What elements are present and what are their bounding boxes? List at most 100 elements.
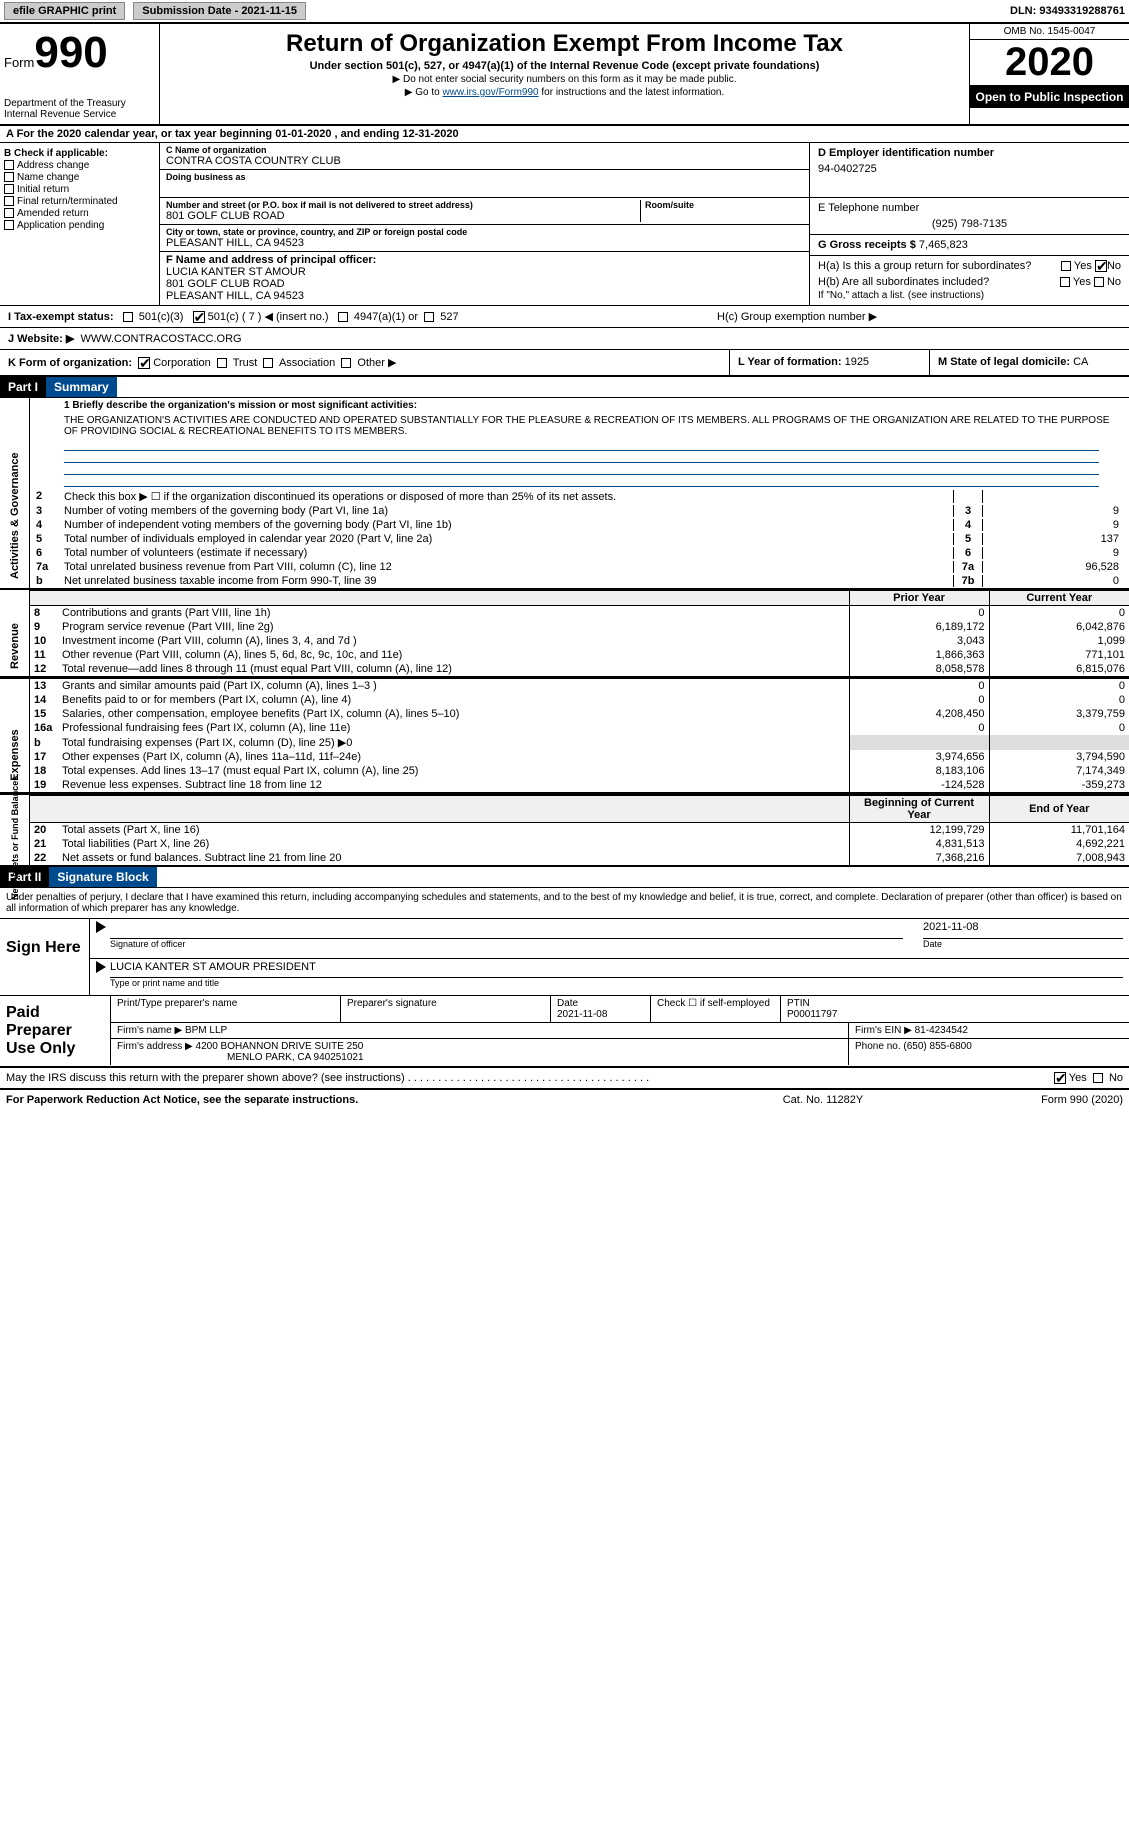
g-lbl: G Gross receipts $ bbox=[818, 239, 916, 251]
j-lbl: J Website: ▶ bbox=[8, 333, 74, 345]
ein: 81-4234542 bbox=[915, 1025, 968, 1036]
form-word: Form bbox=[4, 55, 34, 70]
fin-row: 10Investment income (Part VIII, column (… bbox=[30, 634, 1129, 648]
fin-row: 15Salaries, other compensation, employee… bbox=[30, 707, 1129, 721]
boyh: Beginning of Current Year bbox=[849, 796, 989, 823]
f-addr2: PLEASANT HILL, CA 94523 bbox=[166, 290, 803, 302]
gov-line: bNet unrelated business taxable income f… bbox=[30, 574, 1129, 588]
cyh: Current Year bbox=[989, 591, 1129, 606]
subdate-btn[interactable]: Submission Date - 2021-11-15 bbox=[133, 2, 306, 20]
section-netassets: Net Assets or Fund Balances Beginning of… bbox=[0, 794, 1129, 867]
row-i: I Tax-exempt status: 501(c)(3) 501(c) ( … bbox=[0, 306, 1129, 328]
b-opt-3: Final return/terminated bbox=[17, 196, 118, 207]
foot-r: Form 990 (2020) bbox=[923, 1094, 1123, 1106]
sign-here: Sign Here bbox=[0, 919, 90, 995]
c-name: CONTRA COSTA COUNTRY CLUB bbox=[166, 155, 803, 167]
omb: OMB No. 1545-0047 bbox=[970, 24, 1129, 40]
fin-row: 14Benefits paid to or for members (Part … bbox=[30, 693, 1129, 707]
b-opt-2: Initial return bbox=[17, 184, 69, 195]
sig-date-lbl: Date bbox=[923, 939, 1123, 949]
note-ssn: ▶ Do not enter social security numbers o… bbox=[164, 74, 965, 85]
c-addr-lbl: Number and street (or P.O. box if mail i… bbox=[166, 200, 640, 210]
e-lbl: E Telephone number bbox=[818, 202, 1121, 214]
ph-lbl: Phone no. bbox=[855, 1041, 901, 1052]
b-opt-5: Application pending bbox=[17, 220, 104, 231]
tax-year: 2020 bbox=[970, 40, 1129, 86]
ha-lbl: H(a) Is this a group return for subordin… bbox=[818, 260, 1031, 272]
gov-line: 3Number of voting members of the governi… bbox=[30, 504, 1129, 518]
part2-hdr: Part II bbox=[0, 867, 49, 887]
eoyh: End of Year bbox=[989, 796, 1129, 823]
link-irs[interactable]: www.irs.gov/Form990 bbox=[442, 87, 538, 98]
l-val: 1925 bbox=[845, 356, 869, 368]
hb-lbl: H(b) Are all subordinates included? bbox=[818, 276, 989, 288]
gov-line: 6Total number of volunteers (estimate if… bbox=[30, 546, 1129, 560]
ph: (650) 855-6800 bbox=[903, 1041, 971, 1052]
title: Return of Organization Exempt From Incom… bbox=[164, 30, 965, 58]
hc-lbl: H(c) Group exemption number ▶ bbox=[709, 306, 1129, 327]
discuss-no: No bbox=[1109, 1072, 1123, 1084]
sidelbl-gov: Activities & Governance bbox=[9, 489, 21, 579]
form-number: 990 bbox=[34, 28, 107, 77]
hb-note: If "No," attach a list. (see instruction… bbox=[818, 290, 1121, 301]
sig-lbl: Signature of officer bbox=[110, 939, 903, 949]
pyh: Prior Year bbox=[849, 591, 989, 606]
c-room-lbl: Room/suite bbox=[645, 200, 803, 210]
i-a1: 4947(a)(1) or bbox=[354, 311, 418, 323]
ein-lbl: Firm's EIN ▶ bbox=[855, 1025, 912, 1036]
f-addr1: 801 GOLF CLUB ROAD bbox=[166, 278, 803, 290]
gov-line: 4Number of independent voting members of… bbox=[30, 518, 1129, 532]
ptin-lbl: PTIN bbox=[787, 998, 810, 1009]
b-label: B Check if applicable: bbox=[4, 148, 155, 159]
fin-row: 9Program service revenue (Part VIII, lin… bbox=[30, 620, 1129, 634]
ha-yes: Yes bbox=[1074, 260, 1092, 272]
arrow-icon bbox=[96, 961, 106, 973]
f-lbl: F Name and address of principal officer: bbox=[166, 254, 376, 266]
m-val: CA bbox=[1073, 356, 1088, 368]
officer-name-lbl: Type or print name and title bbox=[110, 977, 1123, 988]
dept: Department of the Treasury Internal Reve… bbox=[4, 98, 155, 120]
fin-row: 21Total liabilities (Part X, line 26)4,8… bbox=[30, 837, 1129, 851]
i-c: 501(c) ( 7 ) ◀ (insert no.) bbox=[208, 311, 329, 323]
row-a: A For the 2020 calendar year, or tax yea… bbox=[0, 126, 1129, 143]
section-governance: Activities & Governance 1 Briefly descri… bbox=[0, 398, 1129, 590]
k-other: Other ▶ bbox=[357, 357, 396, 369]
hb-yes: Yes bbox=[1073, 276, 1091, 288]
section-revenue: Revenue Prior YearCurrent Year 8Contribu… bbox=[0, 590, 1129, 678]
k-trust: Trust bbox=[233, 357, 258, 369]
part2-title: Signature Block bbox=[49, 867, 156, 887]
faddr-lbl: Firm's address ▶ bbox=[117, 1041, 193, 1052]
efile-btn[interactable]: efile GRAPHIC print bbox=[4, 2, 125, 20]
j-val: WWW.CONTRACOSTACC.ORG bbox=[80, 333, 241, 345]
pself-lbl: Check ☐ if self-employed bbox=[657, 998, 770, 1009]
declaration: Under penalties of perjury, I declare th… bbox=[0, 888, 1129, 919]
form-header: Form990 Department of the Treasury Inter… bbox=[0, 22, 1129, 126]
sidelbl-rev: Revenue bbox=[9, 601, 21, 691]
b-opt-4: Amended return bbox=[17, 208, 89, 219]
firm-lbl: Firm's name ▶ bbox=[117, 1025, 182, 1036]
psig-lbl: Preparer's signature bbox=[347, 998, 437, 1009]
fin-row: 8Contributions and grants (Part VIII, li… bbox=[30, 606, 1129, 620]
c-name-lbl: C Name of organization bbox=[166, 145, 803, 155]
discuss-q: May the IRS discuss this return with the… bbox=[6, 1072, 405, 1084]
footer: For Paperwork Reduction Act Notice, see … bbox=[0, 1090, 1129, 1110]
d-lbl: D Employer identification number bbox=[818, 147, 1121, 159]
discuss-row: May the IRS discuss this return with the… bbox=[0, 1068, 1129, 1090]
col-efg: D Employer identification number94-04027… bbox=[809, 143, 1129, 305]
gov-line: 2Check this box ▶ ☐ if the organization … bbox=[30, 489, 1129, 504]
fin-row: bTotal fundraising expenses (Part IX, co… bbox=[30, 735, 1129, 750]
mission-q: 1 Briefly describe the organization's mi… bbox=[64, 400, 417, 411]
gov-line: 5Total number of individuals employed in… bbox=[30, 532, 1129, 546]
e-val: (925) 798-7135 bbox=[818, 218, 1121, 230]
section-expenses: Expenses 13Grants and similar amounts pa… bbox=[0, 678, 1129, 794]
pdate-lbl: Date bbox=[557, 998, 578, 1009]
i-c3: 501(c)(3) bbox=[139, 311, 184, 323]
foot-l: For Paperwork Reduction Act Notice, see … bbox=[6, 1094, 723, 1106]
col-cd: C Name of organizationCONTRA COSTA COUNT… bbox=[160, 143, 809, 305]
fin-row: 16aProfessional fundraising fees (Part I… bbox=[30, 721, 1129, 735]
ha-no: No bbox=[1107, 260, 1121, 272]
part1-title: Summary bbox=[46, 377, 117, 397]
b-opt-0: Address change bbox=[17, 160, 89, 171]
discuss-yes: Yes bbox=[1069, 1072, 1087, 1084]
subtitle: Under section 501(c), 527, or 4947(a)(1)… bbox=[164, 60, 965, 72]
